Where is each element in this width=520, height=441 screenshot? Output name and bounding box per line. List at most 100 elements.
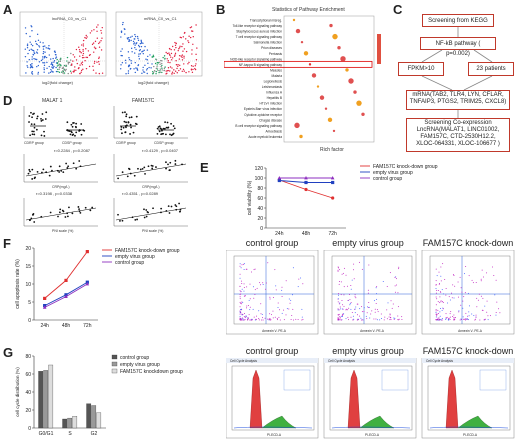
scatter-point (145, 215, 148, 218)
flow-event (387, 302, 389, 304)
d-cat1-left: CDRP group (24, 141, 44, 145)
volcano-point (42, 45, 44, 48)
pathway-label: Malaria (272, 74, 283, 78)
scatter-point (133, 174, 136, 177)
flow-event (260, 313, 262, 315)
flow-event (262, 317, 264, 319)
flow-event (367, 306, 369, 308)
volcano-point (31, 73, 34, 75)
flow-event (486, 272, 488, 274)
flow-event (373, 318, 375, 320)
flow-event (440, 275, 442, 277)
hist-header: Cell Cycle Analysis (426, 359, 453, 363)
volcano-point (62, 70, 65, 73)
flow-event (448, 296, 450, 298)
volcano-point (192, 68, 194, 71)
dotplot-point (121, 111, 124, 114)
flow-event (457, 296, 459, 298)
dotplot-point (43, 130, 45, 133)
flow-event (480, 278, 482, 280)
volcano-point (46, 61, 48, 64)
flow-event (393, 317, 395, 319)
volcano-point (155, 67, 158, 70)
dotplot-point (31, 130, 34, 133)
volcano-point (135, 67, 137, 69)
flow-event (292, 308, 294, 310)
volcano-point (45, 56, 48, 59)
flow-event (254, 293, 256, 295)
flow-event (484, 318, 486, 320)
scatter-point (33, 177, 36, 180)
flow-event (239, 310, 241, 312)
flow-event (401, 319, 403, 321)
flow-event (343, 313, 345, 315)
legend-label: FAM157C knockdown group (120, 369, 183, 375)
volcano-point (164, 66, 166, 68)
scatter-point (174, 163, 177, 165)
flow-event (442, 308, 444, 310)
volcano-point (73, 56, 76, 58)
flow-event (445, 318, 447, 320)
flow-event (374, 308, 376, 310)
flow-event (478, 293, 480, 295)
flow-event (369, 317, 371, 319)
volcano-point (60, 71, 63, 73)
volcano-point (79, 55, 81, 57)
volcano-point (136, 35, 139, 38)
flow-event (337, 298, 339, 300)
dotplot-point (29, 134, 32, 137)
flow-event (262, 283, 264, 285)
volcano-point (92, 65, 94, 68)
pathway-bubble (299, 134, 303, 139)
volcano-point (183, 70, 185, 72)
volcano-point (42, 50, 45, 53)
pathway-bubble (345, 68, 349, 72)
scatter-point (57, 215, 59, 218)
volcano-point (168, 53, 171, 56)
flow-event (341, 316, 343, 318)
x-tick-label: 24h (40, 323, 49, 329)
volcano-point (131, 51, 133, 53)
flow-event (474, 319, 476, 321)
flow-event (239, 301, 241, 303)
scatter-point (143, 208, 145, 211)
flow-event (437, 300, 439, 302)
flow-event (241, 264, 243, 266)
volcano-point (166, 52, 169, 55)
volcano-point (50, 63, 52, 66)
pathway-label: T cell receptor signaling pathway (236, 35, 283, 39)
volcano-point (189, 36, 192, 39)
pathway-bubble (337, 46, 341, 50)
volcano-point (52, 66, 54, 69)
volcano-point (87, 50, 90, 52)
d-stat-2: r=0.4129 , p=0.0407 (142, 148, 179, 153)
dotplot-point (128, 116, 131, 119)
dotplot-point (165, 126, 168, 129)
flow-event (465, 312, 467, 314)
flow-event (297, 318, 299, 320)
flow-event (463, 296, 465, 298)
data-point (331, 180, 335, 185)
flow-event (365, 315, 367, 317)
dotplot-point (156, 132, 159, 135)
pathway-label: Influenza A (266, 91, 283, 95)
dotplot-point (132, 131, 135, 134)
flow-event (244, 295, 246, 297)
flow-event (464, 318, 466, 320)
volcano-point (144, 64, 146, 66)
volcano-point (79, 64, 81, 66)
scatter-point (79, 211, 82, 214)
volcano-point (140, 39, 142, 41)
bar (67, 417, 73, 429)
dotplot-point (33, 133, 36, 136)
x-tick-label: 72h (83, 323, 92, 329)
volcano-point (82, 54, 84, 57)
flow-event (381, 318, 383, 320)
flow-event (239, 277, 241, 279)
volcano-point (98, 72, 101, 75)
flow-event (487, 319, 489, 321)
flow-box-lncrna-line1: Screening Co-expression (424, 120, 492, 126)
volcano-point (157, 69, 159, 72)
volcano-point (121, 62, 124, 64)
volcano-point (42, 48, 45, 50)
